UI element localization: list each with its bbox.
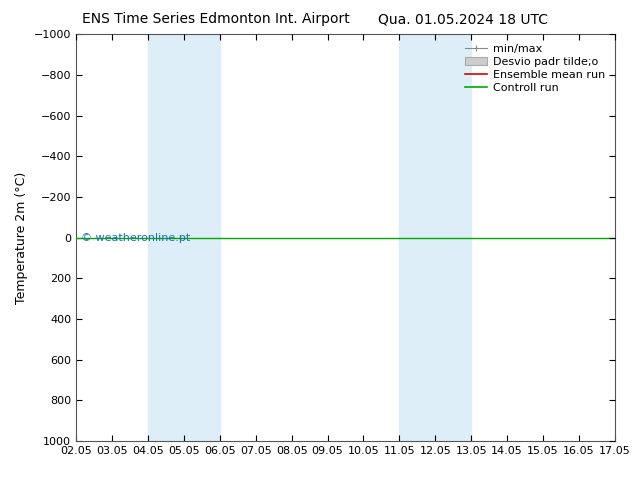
Bar <box>148 34 220 441</box>
Text: ENS Time Series Edmonton Int. Airport: ENS Time Series Edmonton Int. Airport <box>82 12 349 26</box>
Legend: min/max, Desvio padr tilde;o, Ensemble mean run, Controll run: min/max, Desvio padr tilde;o, Ensemble m… <box>460 40 609 97</box>
Text: © weatheronline.pt: © weatheronline.pt <box>81 233 191 243</box>
Text: Qua. 01.05.2024 18 UTC: Qua. 01.05.2024 18 UTC <box>378 12 548 26</box>
Y-axis label: Temperature 2m (°C): Temperature 2m (°C) <box>15 172 29 304</box>
Bar <box>399 34 471 441</box>
